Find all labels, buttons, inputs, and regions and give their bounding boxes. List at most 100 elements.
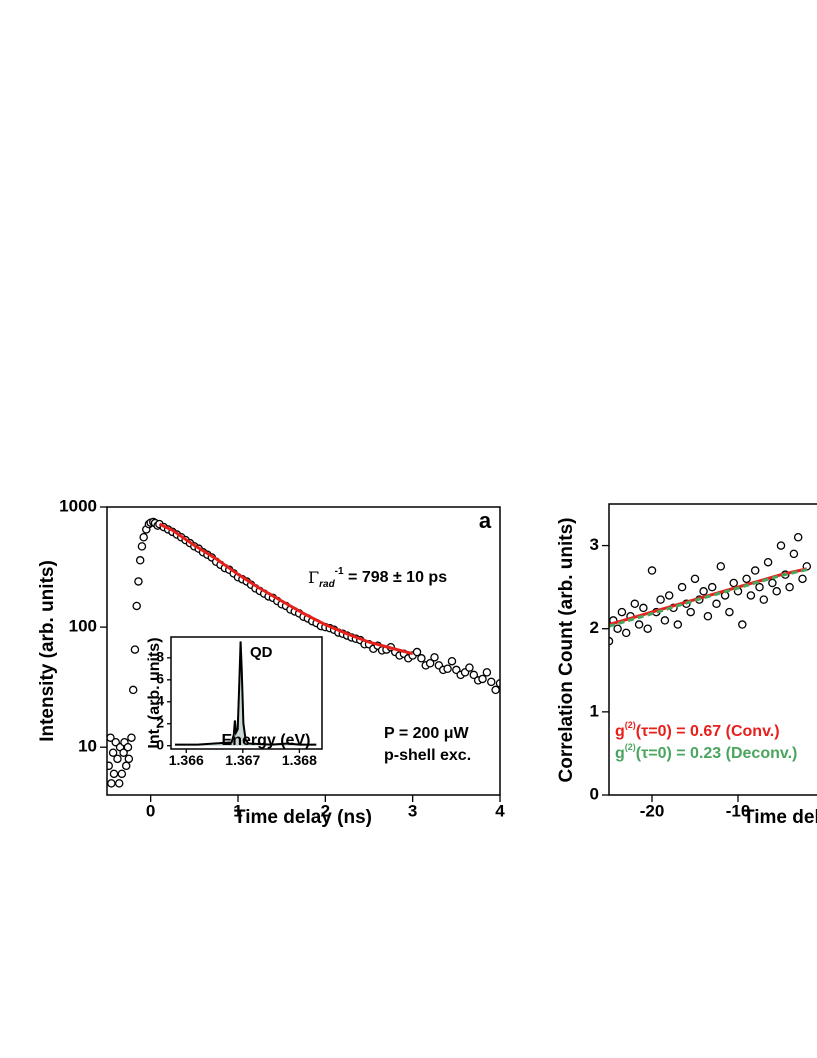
data-point (124, 754, 134, 764)
data-point (491, 685, 500, 695)
data-point (660, 616, 670, 625)
data-point (482, 668, 492, 677)
y-tick-label: 2 (590, 618, 599, 637)
y-tick-label: 0 (156, 736, 164, 752)
data-point (789, 549, 799, 559)
axes-frame (106, 506, 501, 796)
x-axis-label: Time delay (ns) (234, 807, 372, 828)
annotation: QD (250, 644, 273, 661)
data-point (750, 566, 760, 575)
fit-line (609, 568, 808, 628)
annotation: Γrad-1 = 798 ± 10 ps (308, 566, 447, 590)
annotation: g(2)(τ=0) = 0.67 (Conv.) (615, 720, 780, 740)
axes-frame (170, 636, 323, 750)
data-point (613, 624, 622, 633)
data-point (443, 664, 452, 674)
annotation-part: QD (250, 644, 273, 661)
data-point (478, 674, 487, 684)
data-point (121, 761, 131, 771)
x-tick-label: 1.368 (282, 752, 317, 768)
data-point (465, 663, 474, 672)
panel: 1.366 1.367 1.368 0 2 4 6 8 Energy (eV) Int. (arb… (146, 636, 323, 768)
y-tick-label: 1000 (59, 496, 97, 515)
data-point (793, 533, 803, 542)
inset-background (171, 637, 322, 749)
data-point (469, 670, 479, 680)
annotation-part: g (615, 723, 625, 740)
annotation-part: P = 200 μW (384, 725, 470, 742)
data-point (785, 582, 794, 592)
data-point (656, 595, 665, 604)
data-point (114, 779, 124, 788)
data-point (135, 556, 145, 565)
y-tick-label: 100 (69, 617, 97, 636)
y-axis-label: Int. (arb. units) (146, 637, 163, 748)
data-point (643, 624, 652, 633)
data-point (664, 591, 674, 600)
data-point (127, 733, 136, 742)
data-point (113, 754, 122, 764)
plot-area (107, 517, 500, 788)
data-point (137, 542, 147, 551)
data-point (107, 733, 115, 742)
annotation-part: Γ (308, 568, 319, 587)
x-axis-label: Time delay (ns) (743, 807, 817, 828)
data-point (798, 574, 807, 584)
x-tick-label: 1.366 (169, 752, 204, 768)
data-point (621, 628, 631, 638)
data-point (742, 574, 751, 584)
y-tick-label: 0 (590, 784, 599, 803)
data-point (630, 599, 640, 609)
data-point (686, 607, 695, 617)
data-point (108, 748, 118, 757)
data-point (412, 647, 422, 657)
data-point (487, 677, 496, 687)
data-point (707, 582, 717, 592)
y-tick-label: 1 (590, 701, 599, 720)
panel: 0 1 2 3 4 10 100 1000 Time delay (ns) Intensity (… (37, 496, 505, 828)
x-tick-label: 1.367 (225, 752, 260, 768)
data-point (447, 656, 457, 666)
data-point (729, 578, 738, 588)
data-point (107, 779, 116, 788)
annotation-part: g (615, 745, 625, 762)
fit-line (158, 522, 414, 656)
y-tick-label: 3 (590, 535, 599, 554)
x-tick-label: 2 (321, 802, 330, 821)
data-point (130, 645, 140, 654)
annotation: g(2)(τ=0) = 0.23 (Deconv.) (615, 742, 797, 762)
annotation-part: = 798 ± 10 ps (344, 569, 448, 586)
y-tick-label: 8 (156, 649, 164, 665)
annotation: P = 200 μW (384, 725, 470, 742)
data-point (738, 620, 747, 629)
y-tick-label: 6 (156, 671, 164, 687)
y-axis-label: Intensity (arb. units) (37, 560, 58, 742)
x-tick-label: 4 (495, 802, 505, 821)
data-point (134, 577, 143, 586)
data-point (716, 562, 726, 571)
data-point (123, 742, 133, 752)
annotation-part: p-shell exc. (384, 747, 471, 764)
data-point (755, 582, 764, 592)
data-point (712, 599, 721, 609)
x-tick-label: -20 (640, 802, 665, 821)
spectrum-line (175, 641, 317, 746)
x-tick-label: 1 (233, 802, 242, 821)
x-tick-label: 0 (146, 802, 155, 821)
data-point (776, 541, 786, 550)
data-point (690, 574, 700, 584)
x-tick-label: 3 (408, 802, 417, 821)
annotation-part: rad (319, 579, 335, 590)
axes-frame (608, 503, 817, 796)
x-axis-label: Energy (eV) (222, 732, 311, 749)
data-point (673, 620, 683, 629)
y-tick-label: 10 (78, 737, 97, 756)
data-point (677, 582, 687, 592)
data-point (128, 685, 138, 695)
annotation-part: (τ=0) = 0.23 (Deconv.) (636, 745, 798, 762)
data-point (132, 601, 141, 611)
y-axis-label: Correlation Count (arb. units) (556, 518, 577, 783)
data-point (772, 587, 781, 596)
